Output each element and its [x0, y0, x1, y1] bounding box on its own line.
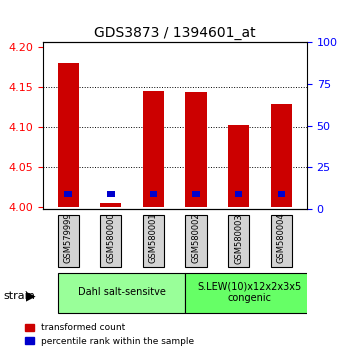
Bar	[235, 190, 242, 197]
FancyBboxPatch shape	[100, 215, 121, 267]
Bar	[186, 92, 207, 207]
Bar	[192, 190, 200, 197]
Text: GSM580000: GSM580000	[106, 213, 115, 263]
Text: S.LEW(10)x12x2x3x5
congenic: S.LEW(10)x12x2x3x5 congenic	[197, 281, 301, 303]
Bar	[100, 204, 121, 207]
FancyBboxPatch shape	[58, 215, 79, 267]
Legend: transformed count, percentile rank within the sample: transformed count, percentile rank withi…	[21, 320, 198, 349]
FancyBboxPatch shape	[58, 273, 186, 313]
Text: Dahl salt-sensitve: Dahl salt-sensitve	[77, 287, 165, 297]
FancyBboxPatch shape	[228, 215, 249, 267]
Bar	[58, 63, 79, 207]
Title: GDS3873 / 1394601_at: GDS3873 / 1394601_at	[94, 26, 255, 40]
Text: strain: strain	[3, 291, 35, 301]
Text: ▶: ▶	[26, 289, 35, 302]
FancyBboxPatch shape	[271, 215, 292, 267]
Text: GSM579999: GSM579999	[64, 213, 73, 263]
Bar	[228, 125, 249, 207]
Bar	[64, 190, 72, 197]
Bar	[150, 190, 157, 197]
Bar	[143, 91, 164, 207]
FancyBboxPatch shape	[186, 273, 313, 313]
Bar	[107, 190, 115, 197]
FancyBboxPatch shape	[143, 215, 164, 267]
Text: GSM580004: GSM580004	[277, 213, 286, 263]
Bar	[278, 190, 285, 197]
Text: GSM580001: GSM580001	[149, 213, 158, 263]
Text: GSM580002: GSM580002	[192, 213, 201, 263]
Bar	[271, 104, 292, 207]
FancyBboxPatch shape	[186, 215, 207, 267]
Text: GSM580003: GSM580003	[234, 213, 243, 263]
